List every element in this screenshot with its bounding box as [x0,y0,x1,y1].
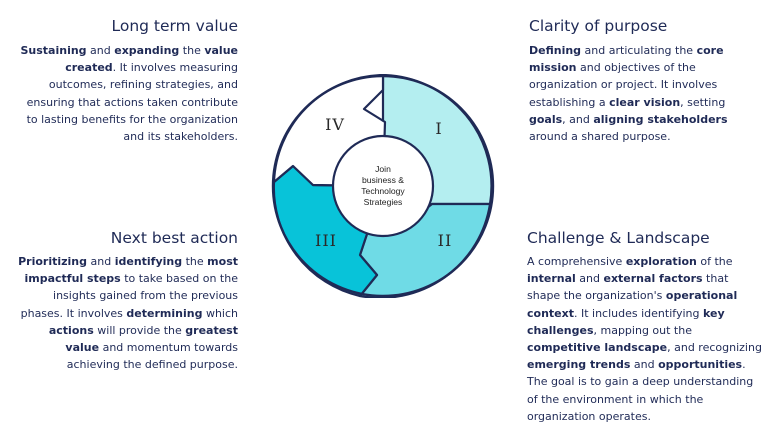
challenge-landscape-title: Challenge & Landscape [527,229,710,247]
body-text: and [86,44,115,57]
emphasized-text: opportunities [658,358,743,372]
cycle-diagram: I II III IV Join business & Technology S… [271,74,495,298]
emphasized-text: key challenges [527,306,725,337]
body-text: that shape the organization's [527,272,729,303]
emphasized-text: internal [527,272,576,286]
next-best-action-title: Next best action [110,229,238,247]
body-text: , setting [680,95,726,109]
emphasized-text: external factors [603,272,703,286]
emphasized-text: determining [126,306,203,320]
emphasized-text: goals [529,112,563,126]
body-text: the [179,44,205,57]
center-circle [331,134,435,238]
body-text: A comprehensive [527,255,626,268]
body-text: . The goal is to gain a deep understandi… [527,358,754,423]
segment-ii-numeral: II [438,231,453,250]
emphasized-text: exploration [625,255,697,268]
body-text: and momentum towards achieving the defin… [66,341,238,372]
body-text: , and [562,112,594,126]
body-text: and objectives of the organization or pr… [529,61,718,109]
body-text: , and recognizing [667,341,762,355]
body-text: to take based on the insights gained fro… [20,272,238,320]
segment-i-numeral: I [435,119,442,138]
long-term-value-description: Sustaining and expanding the value creat… [14,42,238,145]
body-text: , mapping out the [593,323,692,337]
emphasized-text: actions [48,323,94,337]
center-label-line-1: Join [375,164,391,174]
body-text: . It includes identifying [573,306,703,320]
body-text: and [630,358,659,372]
body-text: and [575,272,604,286]
center-label-line-3: Technology [361,186,405,196]
challenge-landscape-description: A comprehensive exploration of the inter… [527,253,763,425]
body-text: around a shared purpose. [529,130,671,144]
emphasized-text: Sustaining [20,44,87,57]
clarity-of-purpose-title: Clarity of purpose [529,17,668,35]
emphasized-text: greatest value [65,323,238,355]
emphasized-text: competitive landscape [527,341,668,355]
outer-ring [271,74,495,298]
segment-iv-numeral: IV [325,115,345,134]
center-label-line-4: Strategies [364,197,403,207]
next-best-action-description: Prioritizing and identifying the most im… [12,253,238,373]
emphasized-text: Prioritizing [18,255,88,268]
body-text: the [182,255,208,268]
body-text: will provide the [93,323,186,337]
emphasized-text: emerging trends [527,358,631,372]
emphasized-text: core mission [529,44,724,75]
emphasized-text: identifying [114,255,183,268]
long-term-value-title: Long term value [111,17,238,35]
emphasized-text: Defining [529,44,582,57]
body-text: and [87,255,115,268]
emphasized-text: most impactful steps [24,255,238,286]
body-text: which [202,306,238,320]
center-label-line-2: business & [362,175,404,185]
emphasized-text: clear vision [609,95,681,109]
clarity-of-purpose-description: Defining and articulating the core missi… [529,42,761,145]
emphasized-text: expanding [114,44,180,57]
emphasized-text: operational context [527,289,738,320]
body-text: . It involves measuring outcomes, refini… [26,61,238,144]
emphasized-text: aligning stakeholders [593,112,728,126]
emphasized-text: value created [65,44,238,75]
segment-iii-numeral: III [315,231,337,250]
body-text: and articulating the [581,44,697,57]
body-text: of the [696,255,733,268]
